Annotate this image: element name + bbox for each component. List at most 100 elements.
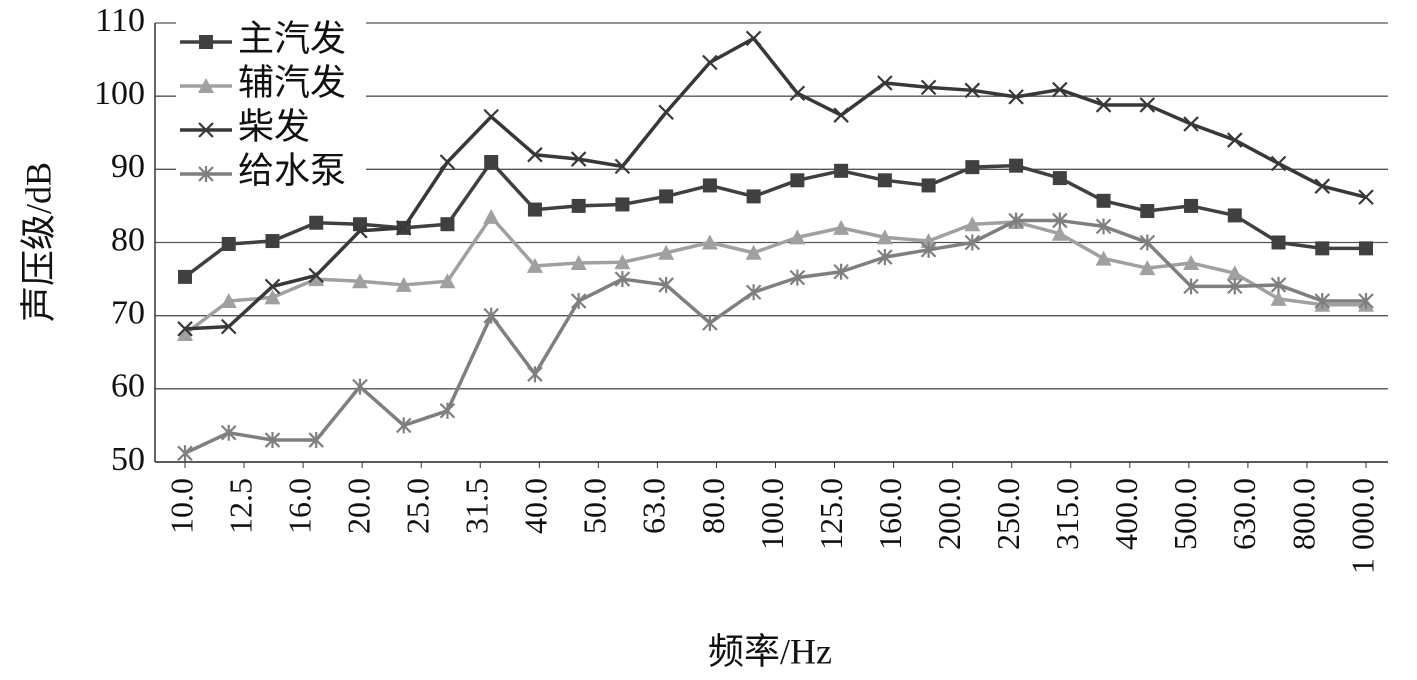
- marker: [484, 155, 499, 170]
- marker-shape: [877, 173, 892, 188]
- marker-shape: [198, 122, 214, 138]
- marker-shape: [920, 241, 937, 258]
- marker: [745, 284, 762, 301]
- marker-shape: [921, 178, 936, 193]
- marker-shape: [264, 432, 281, 449]
- y-tick-label: 50: [111, 441, 145, 478]
- marker: [177, 325, 193, 341]
- x-tick-label: 125.0: [813, 478, 849, 550]
- marker-shape: [178, 269, 192, 284]
- marker-shape: [1183, 116, 1199, 132]
- marker: [833, 219, 850, 235]
- y-tick-label: 60: [111, 368, 145, 405]
- marker-shape: [1139, 234, 1156, 251]
- marker: [833, 107, 849, 123]
- marker: [1008, 89, 1024, 105]
- marker: [1359, 241, 1373, 256]
- marker: [198, 166, 214, 182]
- marker-shape: [658, 244, 675, 260]
- marker: [571, 198, 586, 213]
- x-tick-label: 250.0: [990, 478, 1026, 550]
- x-tick-label: 100.0: [754, 478, 790, 550]
- marker-shape: [1095, 218, 1112, 235]
- marker-shape: [1358, 293, 1374, 310]
- marker: [570, 293, 587, 310]
- x-tick-label: 315.0: [1049, 478, 1085, 550]
- marker: [834, 163, 849, 178]
- marker-shape: [876, 229, 893, 245]
- marker-shape: [1358, 189, 1374, 205]
- marker-shape: [834, 163, 849, 178]
- marker: [745, 30, 762, 47]
- x-tick-label: 1 000.0: [1344, 478, 1380, 574]
- marker: [701, 234, 718, 250]
- x-tick-label: 10.0: [163, 478, 199, 534]
- x-tick-label: 25.0: [400, 478, 436, 534]
- marker: [1183, 116, 1199, 132]
- marker-shape: [1227, 208, 1242, 223]
- marker: [264, 289, 281, 305]
- marker: [220, 318, 237, 335]
- marker-shape: [1270, 290, 1287, 306]
- marker: [746, 189, 761, 204]
- marker-shape: [920, 79, 937, 96]
- marker-shape: [702, 314, 718, 331]
- marker-shape: [789, 85, 806, 102]
- marker-shape: [702, 178, 717, 193]
- marker: [1358, 293, 1374, 310]
- x-tick-label: 20.0: [340, 478, 376, 534]
- marker-shape: [1139, 97, 1156, 113]
- x-tick-label: 16.0: [281, 478, 317, 534]
- marker: [1095, 97, 1112, 113]
- marker-shape: [746, 189, 761, 204]
- marker-shape: [790, 173, 805, 188]
- marker: [198, 78, 214, 93]
- marker: [395, 276, 412, 292]
- marker: [440, 217, 455, 232]
- marker: [702, 54, 718, 71]
- legend-label: 辅汽发: [238, 62, 346, 102]
- y-axis-title: 声压级/dB: [18, 162, 58, 322]
- marker-shape: [1009, 158, 1024, 173]
- marker: [439, 273, 456, 289]
- marker-shape: [1270, 276, 1287, 293]
- marker-shape: [265, 234, 280, 249]
- marker: [395, 220, 412, 236]
- marker: [308, 267, 324, 284]
- marker: [308, 432, 324, 449]
- marker-shape: [701, 234, 718, 250]
- marker-shape: [833, 219, 850, 235]
- marker: [526, 257, 543, 273]
- marker: [702, 178, 717, 193]
- marker-shape: [264, 289, 281, 305]
- marker-shape: [789, 229, 806, 245]
- x-tick-label: 800.0: [1285, 478, 1321, 550]
- marker: [964, 216, 981, 232]
- marker: [789, 229, 806, 245]
- marker-shape: [309, 215, 324, 230]
- marker: [264, 432, 281, 449]
- x-tick-label: 31.5: [459, 478, 495, 534]
- marker-shape: [220, 293, 237, 309]
- marker: [351, 273, 368, 289]
- marker-shape: [877, 75, 893, 91]
- marker-shape: [352, 223, 368, 239]
- marker: [199, 35, 213, 49]
- marker-shape: [483, 307, 499, 324]
- marker: [177, 445, 193, 462]
- marker-shape: [658, 104, 674, 121]
- marker: [198, 122, 214, 138]
- marker: [1139, 234, 1156, 251]
- marker: [483, 307, 499, 324]
- marker: [659, 189, 674, 204]
- y-tick-label: 90: [111, 148, 145, 185]
- marker-shape: [439, 273, 456, 289]
- marker: [658, 276, 674, 293]
- marker: [920, 79, 937, 96]
- marker: [790, 173, 805, 188]
- marker-shape: [833, 263, 849, 280]
- marker-shape: [1314, 293, 1331, 310]
- legend-label: 柴发: [238, 106, 310, 146]
- marker-shape: [308, 267, 324, 284]
